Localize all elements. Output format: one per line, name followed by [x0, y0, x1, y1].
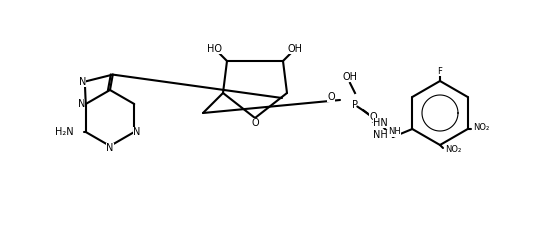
Text: F: F — [437, 66, 442, 75]
Text: NO₂: NO₂ — [445, 145, 461, 154]
Text: N: N — [133, 127, 140, 137]
Text: O: O — [251, 118, 259, 128]
Text: N: N — [106, 143, 114, 153]
Text: NH: NH — [373, 130, 388, 140]
Text: O: O — [327, 92, 335, 102]
Text: P: P — [352, 100, 358, 110]
Text: NH: NH — [388, 127, 401, 137]
Text: OH: OH — [288, 44, 302, 54]
Text: N: N — [78, 99, 85, 109]
Text: HN: HN — [373, 118, 388, 128]
Text: H₂N: H₂N — [55, 127, 74, 137]
Text: N: N — [79, 77, 87, 87]
Text: OH: OH — [343, 72, 358, 82]
Text: NO₂: NO₂ — [473, 123, 489, 131]
Text: O: O — [369, 112, 377, 122]
Text: HO: HO — [208, 44, 223, 54]
